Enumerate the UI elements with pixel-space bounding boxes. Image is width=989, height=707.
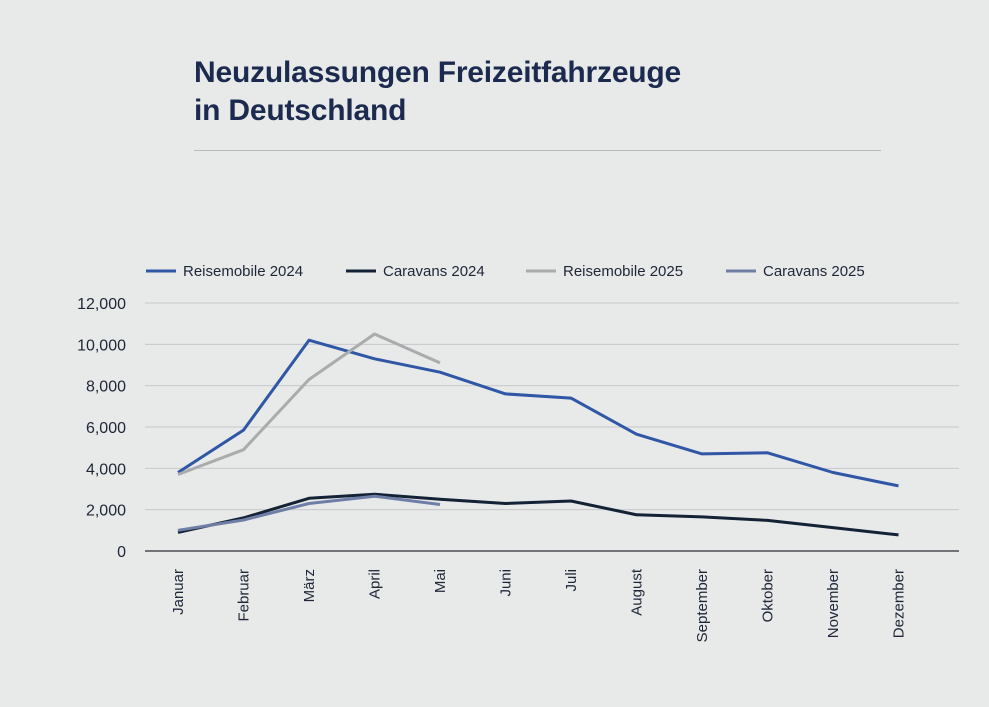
- x-tick-label: September: [694, 569, 711, 642]
- x-tick-label: Juli: [563, 569, 580, 592]
- series-line: [177, 338, 899, 488]
- legend-label: Reisemobile 2025: [563, 263, 683, 280]
- y-tick-label: 2,000: [86, 503, 126, 520]
- y-axis: 0 2,000 4,000 6,000 8,000 10,000 12,000: [77, 296, 126, 561]
- series-lines: [177, 332, 899, 537]
- gridlines: [145, 302, 959, 511]
- y-tick-label: 4,000: [86, 461, 126, 478]
- title-divider: [194, 150, 881, 151]
- chart-title-line-1: Neuzulassungen Freizeitfahrzeuge: [194, 56, 682, 89]
- series-line: [177, 332, 441, 476]
- y-tick-label: 0: [117, 544, 126, 561]
- y-tick-label: 8,000: [86, 379, 126, 396]
- x-tick-label: Januar: [170, 569, 187, 615]
- series-line: [177, 494, 441, 532]
- series-line: [177, 492, 899, 537]
- x-axis: Januar Februar März April Mai Juni Juli August S…: [145, 550, 959, 642]
- chart-title-line-2: in Deutschland: [194, 94, 407, 127]
- legend: Reisemobile 2024 Caravans 2024 Reisemobile…: [146, 263, 865, 280]
- x-tick-label: November: [825, 569, 842, 638]
- legend-label: Caravans 2024: [383, 263, 485, 280]
- x-tick-label: Juni: [498, 569, 515, 597]
- x-tick-label: August: [629, 568, 646, 616]
- x-tick-label: Februar: [236, 569, 253, 622]
- y-tick-label: 6,000: [86, 420, 126, 437]
- y-tick-label: 12,000: [77, 296, 126, 313]
- x-tick-label: Oktober: [760, 569, 777, 622]
- x-tick-label: April: [367, 569, 384, 599]
- y-tick-label: 10,000: [77, 337, 126, 354]
- x-tick-label: Dezember: [891, 569, 908, 638]
- legend-label: Reisemobile 2024: [183, 263, 303, 280]
- chart-title: Neuzulassungen Freizeitfahrzeuge in Deut…: [194, 54, 681, 130]
- x-tick-label: März: [301, 569, 318, 602]
- legend-label: Caravans 2025: [763, 263, 865, 280]
- x-tick-label: Mai: [432, 569, 449, 593]
